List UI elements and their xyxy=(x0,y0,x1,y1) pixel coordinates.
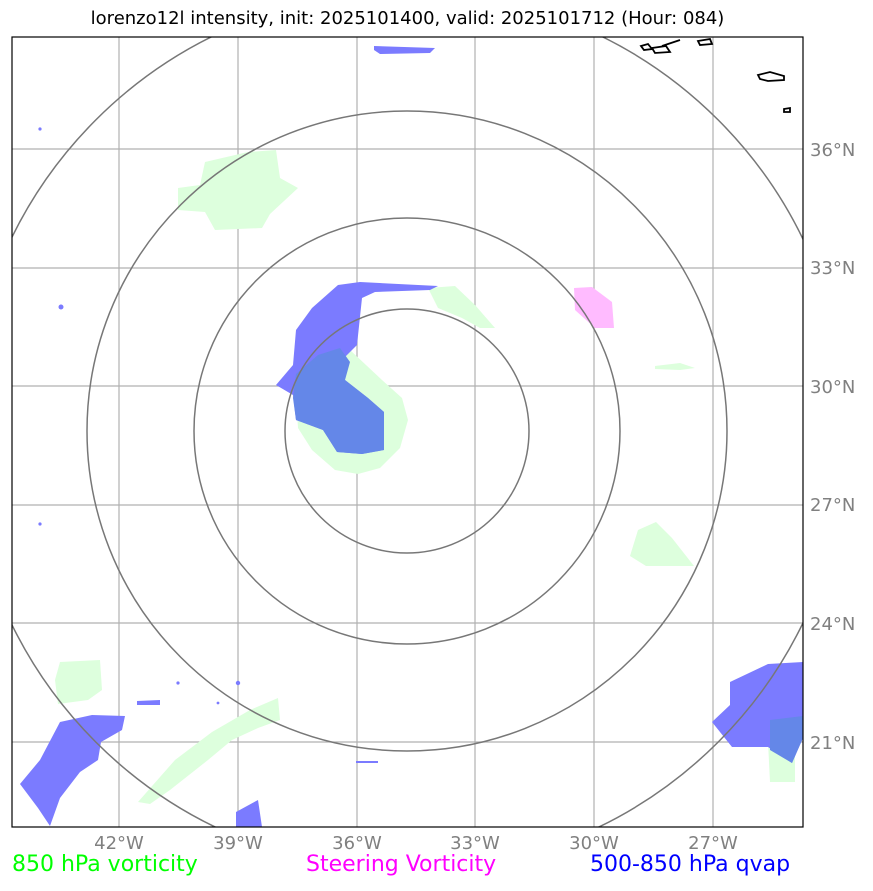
vort850-patch-north xyxy=(428,286,495,328)
lon-label-33: 33°W xyxy=(450,833,500,854)
vort850-patch-band xyxy=(138,698,280,804)
qvap-dot-4 xyxy=(176,681,180,685)
ring-outer xyxy=(86,110,728,752)
legend-steering: Steering Vorticity xyxy=(306,852,497,877)
qvap-vorticity-overlap-se xyxy=(770,716,803,763)
qvap-dot-2 xyxy=(38,127,42,131)
coastline-4 xyxy=(696,37,714,46)
qvap-vorticity-overlap xyxy=(293,348,384,454)
distance-rings xyxy=(12,37,803,827)
qvap-south xyxy=(236,800,262,827)
vort850-patch-se xyxy=(630,522,694,566)
legend-qvap: 500-850 hPa qvap xyxy=(590,852,791,877)
qvap-dot-1 xyxy=(58,304,64,310)
coastline-5 xyxy=(756,71,785,82)
lon-label-36: 36°W xyxy=(332,833,382,854)
qvap-dot-6 xyxy=(216,701,220,705)
map-title: lorenzo12l intensity, init: 2025101400, … xyxy=(90,8,725,29)
steering-vorticity-patch xyxy=(574,287,614,328)
coastline-3 xyxy=(661,39,681,47)
vort850-patch-nw xyxy=(178,150,298,230)
vort850-contours xyxy=(55,150,795,804)
lat-label-33: 33°N xyxy=(810,258,855,279)
qvap-north-strip xyxy=(374,46,435,54)
vort850-patch-sw xyxy=(55,660,102,704)
map-frame xyxy=(11,36,804,828)
qvap-dash-1 xyxy=(137,700,160,705)
lat-label-24: 24°N xyxy=(810,614,855,635)
lon-label-42: 42°W xyxy=(94,833,144,854)
latitude-labels: 36°N 33°N 30°N 27°N 24°N 21°N xyxy=(810,140,855,754)
ring-middle xyxy=(193,217,621,645)
legend-vort850: 850 hPa vorticity xyxy=(12,852,198,877)
lon-label-30: 30°W xyxy=(569,833,619,854)
coastlines xyxy=(639,37,791,113)
lon-label-39: 39°W xyxy=(213,833,263,854)
lat-label-30: 30°N xyxy=(810,377,855,398)
lat-label-21: 21°N xyxy=(810,733,855,754)
lat-label-27: 27°N xyxy=(810,495,855,516)
qvap-sw xyxy=(20,715,125,826)
lon-label-27: 27°W xyxy=(688,833,738,854)
qvap-dot-5 xyxy=(235,680,241,686)
vort850-patch-east-small xyxy=(655,363,695,370)
coastline-6 xyxy=(783,106,791,113)
lat-label-36: 36°N xyxy=(810,140,855,161)
qvap-dash-2 xyxy=(356,761,378,763)
longitude-labels: 42°W 39°W 36°W 33°W 30°W 27°W xyxy=(94,833,738,854)
qvap-dot-3 xyxy=(38,522,42,526)
map-background xyxy=(12,37,803,827)
coastline-2 xyxy=(650,45,672,54)
ring-inner xyxy=(284,308,530,554)
